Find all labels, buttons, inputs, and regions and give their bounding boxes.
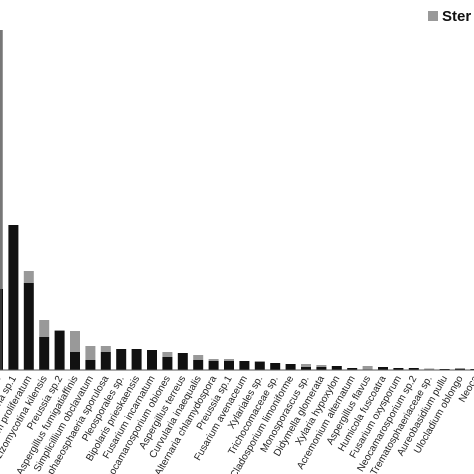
bar-segment — [85, 346, 96, 360]
bar-segment — [70, 331, 80, 352]
bar-segment — [208, 361, 219, 370]
bar-segment — [193, 360, 204, 370]
bar-segment — [116, 349, 127, 370]
bar-segment — [100, 346, 111, 352]
legend-label: Ster — [442, 8, 471, 25]
bar-segment — [362, 366, 373, 370]
bar-segment — [254, 362, 265, 370]
bar-segment — [393, 368, 404, 370]
bar-segment — [331, 366, 342, 370]
bar-segment — [347, 368, 358, 370]
bar-segment — [455, 368, 465, 369]
bar-segment — [147, 350, 157, 370]
bar-segment — [54, 331, 65, 370]
bar-segment — [301, 364, 311, 367]
bar-segment — [270, 363, 281, 370]
bar-segment — [301, 367, 311, 370]
bar-segment — [254, 361, 265, 362]
bar-segment — [224, 359, 234, 361]
bar-segment — [23, 283, 34, 370]
bar-segment — [193, 355, 204, 360]
bar-segment — [316, 367, 327, 370]
bar-segment — [162, 357, 173, 370]
bar-segment — [39, 337, 50, 370]
bar-segment — [177, 353, 188, 370]
bar-segment — [8, 225, 19, 370]
bar-segment — [162, 352, 173, 357]
bar-segment — [285, 364, 296, 370]
bar-segment — [85, 360, 96, 370]
bar-segment — [316, 365, 327, 367]
bar-segment — [239, 361, 250, 370]
bar-segment — [100, 352, 111, 370]
bar-segment — [224, 361, 234, 370]
bar-segment — [131, 349, 142, 370]
bar-segment — [39, 320, 50, 337]
bar-segment — [208, 359, 219, 361]
bar-segment — [424, 368, 435, 370]
bar-segment — [378, 367, 388, 370]
bar-segment — [23, 271, 34, 283]
legend-swatch — [428, 11, 438, 21]
bar-segment — [70, 352, 80, 370]
bar-segment — [54, 330, 65, 331]
bar-segment — [408, 368, 419, 370]
